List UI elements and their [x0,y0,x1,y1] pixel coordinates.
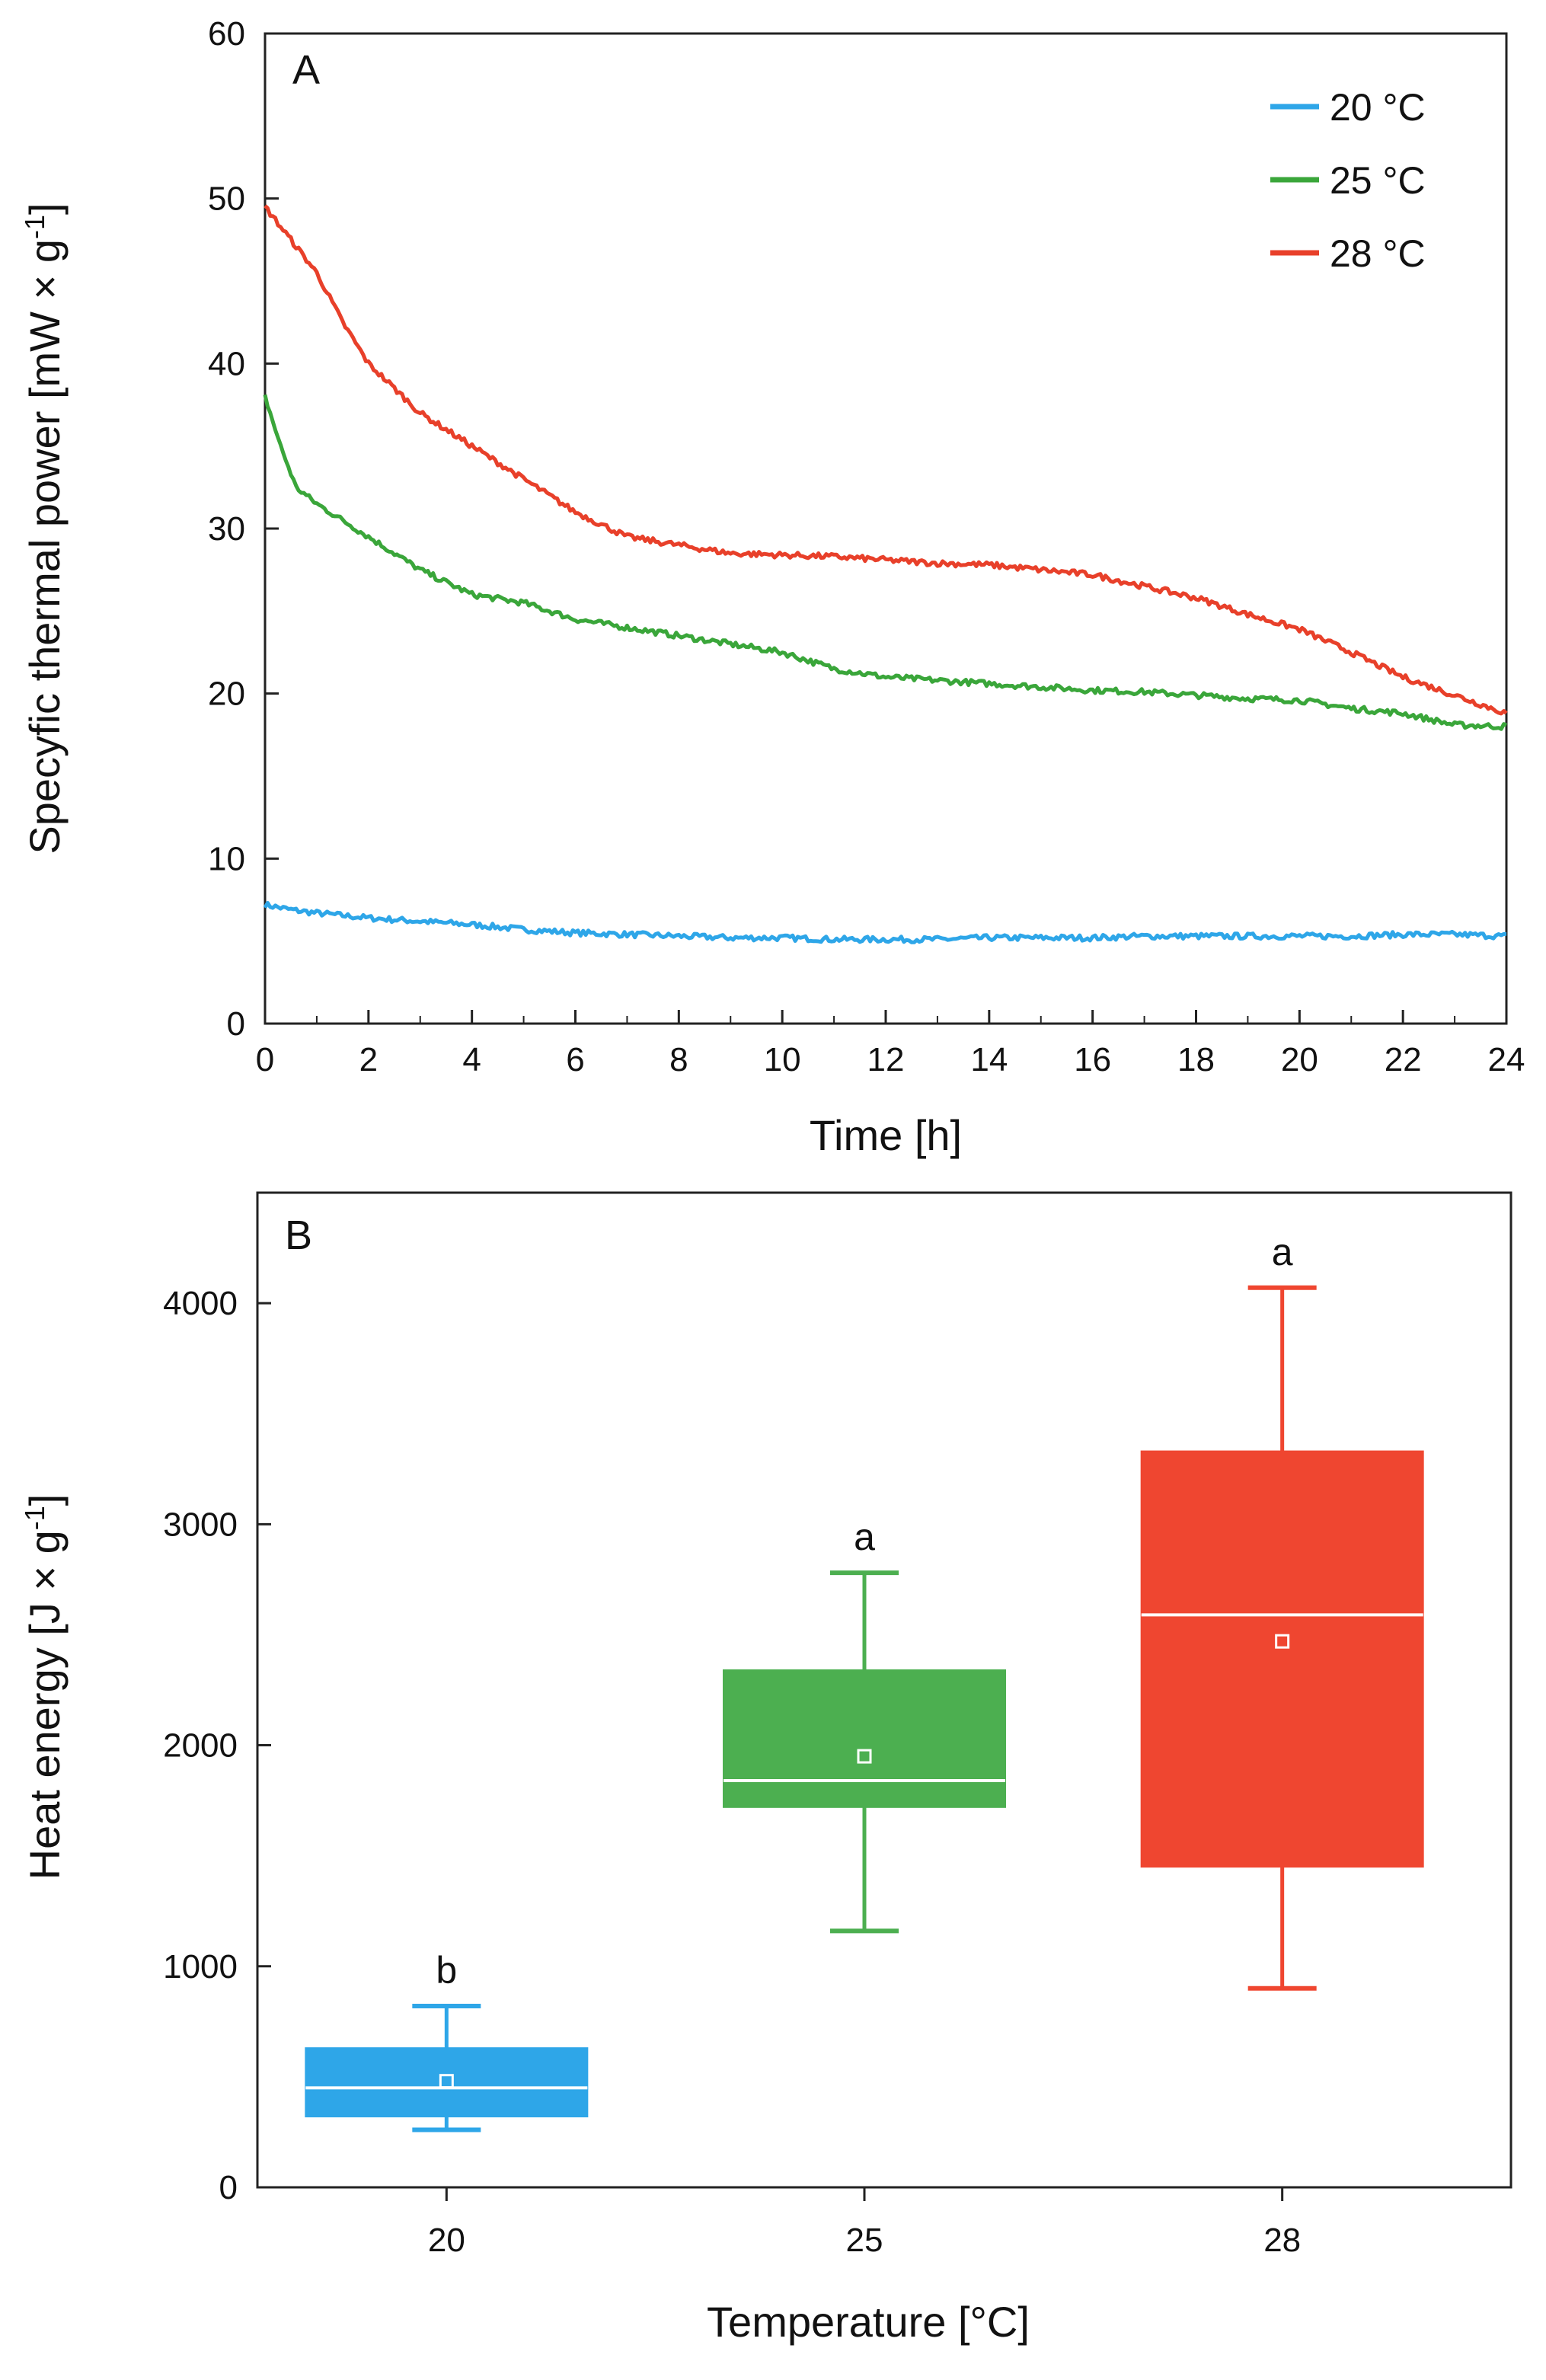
mean-marker [1275,1634,1290,1649]
panel-a-y-axis-title-close: ] [21,203,69,215]
y-tick-label: 0 [219,2169,238,2206]
panel-a-y-axis-title-main: Specyfic thermal power [mW × g [21,239,69,855]
x-tick-label: 16 [1074,1041,1111,1078]
panel-b-y-axis-title-main: Heat energy [J × g [21,1530,69,1880]
significance-letter: a [1272,1231,1293,1273]
box-iqr [305,2047,589,2118]
x-tick-label: 14 [970,1041,1008,1078]
panel-a-letter: A [292,47,320,93]
box-20: b [305,1949,589,2132]
panel-a-y-axis-title-sup: -1 [19,215,50,239]
x-tick-label: 8 [669,1041,688,1078]
box-25: a [723,1516,1006,1934]
y-tick-label: 0 [227,1005,245,1043]
y-tick-label: 20 [208,676,245,713]
series-line-0 [263,901,1506,944]
panel-a-x-axis-title: Time [h] [810,1111,962,1159]
series-line-2 [264,204,1508,716]
x-tick-label: 6 [566,1041,584,1078]
significance-letter: b [436,1949,457,1992]
series-line-1 [263,394,1508,731]
y-tick-label: 40 [208,345,245,382]
panel-b-y-axis-title-close: ] [21,1494,69,1506]
x-tick-label: 18 [1177,1041,1215,1078]
panel-a-series [263,204,1508,944]
x-tick-label: 10 [764,1041,801,1078]
x-tick-label: 20 [428,2222,465,2259]
y-tick-label: 2000 [163,1727,238,1765]
panel-b-x-axis-title: Temperature [°C] [707,2298,1030,2346]
x-tick-label: 0 [256,1041,274,1078]
y-tick-label: 30 [208,510,245,548]
panel-b-box-plot: 0 1000 2000 3000 4000 20 25 28 b a a B Temperatur… [19,1191,1512,2346]
y-tick-label: 60 [208,15,245,53]
panel-b-letter: B [285,1212,312,1258]
y-tick-label: 1000 [163,1948,238,1985]
mean-marker [857,1749,872,1764]
legend-label-1: 25 °C [1330,159,1426,202]
y-tick-label: 3000 [163,1506,238,1543]
box-28: a [1140,1231,1424,1991]
panel-b-y-axis-title: Heat energy [J × g-1] [19,1494,69,1880]
y-tick-label: 10 [208,840,245,877]
y-tick-label: 4000 [163,1285,238,1322]
legend-label-0: 20 °C [1330,86,1426,129]
panel-b-plot-frame [256,1191,1512,2189]
mean-marker [439,2074,454,2089]
x-tick-label: 22 [1385,1041,1422,1078]
x-tick-label: 2 [359,1041,378,1078]
box-iqr [723,1669,1006,1808]
legend-label-2: 28 °C [1330,232,1426,275]
panel-b-ticks: 0 1000 2000 3000 4000 20 25 28 [163,1285,1301,2259]
panel-a-y-axis-title: Specyfic thermal power [mW × g-1] [19,203,69,854]
panel-b-y-axis-title-sup: -1 [19,1506,50,1530]
panel-a-plot-frame [264,32,1508,1025]
x-tick-label: 20 [1281,1041,1318,1078]
panel-a-legend: 20 °C 25 °C 28 °C [1270,86,1426,275]
box-iqr [1140,1450,1424,1868]
x-tick-label: 12 [867,1041,905,1078]
x-tick-label: 24 [1488,1041,1525,1078]
x-tick-label: 28 [1263,2222,1301,2259]
y-tick-label: 50 [208,180,245,218]
panel-b-boxes: b a a [305,1231,1424,2132]
x-tick-label: 25 [846,2222,883,2259]
x-tick-label: 4 [462,1041,481,1078]
significance-letter: a [854,1516,875,1558]
